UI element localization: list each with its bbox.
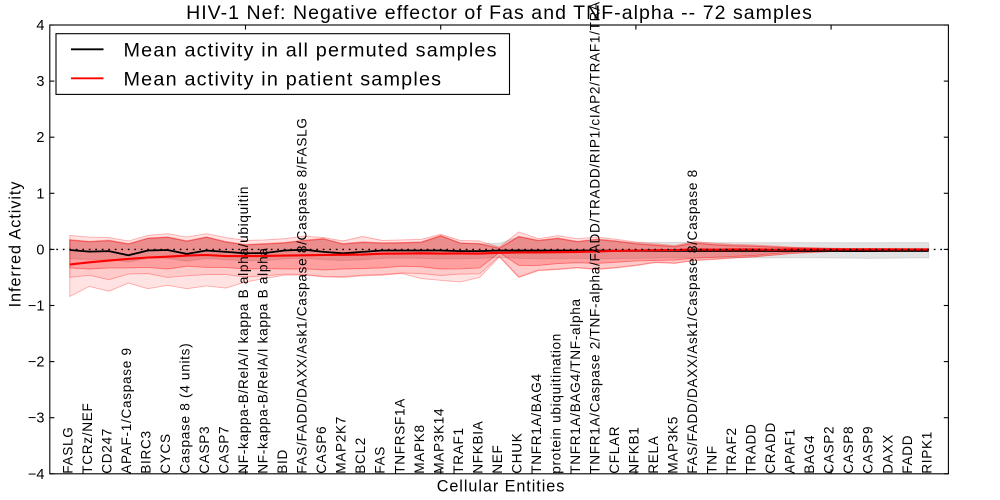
svg-text:CD247: CD247 — [100, 428, 115, 474]
svg-text:TNFR1A/BAG4/TNF-alpha: TNFR1A/BAG4/TNF-alpha — [568, 298, 583, 474]
svg-text:NEF: NEF — [490, 445, 505, 474]
svg-text:4: 4 — [36, 18, 44, 34]
svg-text:DAXX: DAXX — [880, 434, 895, 474]
svg-text:FADD: FADD — [900, 435, 915, 474]
svg-text:BAG4: BAG4 — [802, 435, 817, 474]
svg-text:TNFR1A/Caspase 2/TNF-alpha/FAD: TNFR1A/Caspase 2/TNF-alpha/FADD/TRADD/RI… — [588, 0, 603, 474]
svg-text:TCRz/NEF: TCRz/NEF — [80, 402, 95, 473]
svg-text:CASP6: CASP6 — [314, 426, 329, 474]
svg-text:1: 1 — [36, 186, 44, 202]
svg-text:TNFRSF1A: TNFRSF1A — [392, 398, 407, 474]
svg-text:CASP2: CASP2 — [822, 426, 837, 474]
svg-text:CASP8: CASP8 — [841, 426, 856, 474]
svg-text:FAS: FAS — [373, 446, 388, 474]
svg-text:2: 2 — [36, 130, 44, 146]
svg-text:NFKBIA: NFKBIA — [470, 420, 485, 474]
svg-text:RELA: RELA — [646, 435, 661, 474]
svg-text:−4: −4 — [28, 467, 45, 483]
svg-text:HIV-1 Nef: Negative effector o: HIV-1 Nef: Negative effector of Fas and … — [186, 2, 813, 24]
svg-text:TRAF1: TRAF1 — [451, 427, 466, 474]
svg-text:FAS/FADD/DAXX/Ask1/Caspase 8/C: FAS/FADD/DAXX/Ask1/Caspase 8/Caspase 8 — [685, 169, 700, 474]
svg-text:3: 3 — [36, 74, 44, 90]
svg-text:CASP7: CASP7 — [217, 426, 232, 474]
svg-text:NF-kappa-B/RelA/I kappa B alph: NF-kappa-B/RelA/I kappa B alpha — [256, 247, 271, 473]
svg-text:BCL2: BCL2 — [353, 437, 368, 474]
svg-text:FASLG: FASLG — [60, 426, 75, 473]
svg-text:CFLAR: CFLAR — [607, 426, 622, 474]
svg-text:−3: −3 — [28, 411, 45, 427]
svg-text:APAF-1/Caspase 9: APAF-1/Caspase 9 — [119, 347, 134, 474]
svg-text:protein ubiquitination: protein ubiquitination — [548, 333, 563, 474]
svg-text:TNFR1A/BAG4: TNFR1A/BAG4 — [529, 373, 544, 474]
svg-text:FAS/FADD/DAXX/Ask1/Caspase 8/C: FAS/FADD/DAXX/Ask1/Caspase 8/Caspase 8/F… — [295, 117, 310, 473]
svg-text:CASP3: CASP3 — [197, 426, 212, 474]
svg-text:CHUK: CHUK — [509, 432, 524, 473]
svg-text:MAPK8: MAPK8 — [412, 424, 427, 474]
svg-text:APAF1: APAF1 — [783, 428, 798, 474]
svg-text:RIPK1: RIPK1 — [919, 431, 934, 474]
svg-text:CRADD: CRADD — [763, 422, 778, 474]
svg-text:MAP3K14: MAP3K14 — [431, 408, 446, 474]
svg-text:Mean activity in all permuted: Mean activity in all permuted samples — [124, 39, 498, 61]
svg-text:Mean activity in patient sampl: Mean activity in patient samples — [124, 68, 443, 90]
svg-text:TRADD: TRADD — [744, 423, 759, 473]
svg-text:NFKB1: NFKB1 — [627, 426, 642, 473]
svg-text:−1: −1 — [28, 299, 45, 315]
svg-text:CYCS: CYCS — [158, 433, 173, 474]
svg-text:MAP2K7: MAP2K7 — [334, 416, 349, 474]
svg-text:CASP9: CASP9 — [861, 426, 876, 474]
svg-text:0: 0 — [36, 242, 44, 258]
svg-text:NF-kappa-B/RelA/I kappa B alph: NF-kappa-B/RelA/I kappa B alpha/ubiquiti… — [236, 186, 251, 474]
svg-text:−2: −2 — [28, 355, 45, 371]
svg-text:Inferred Activity: Inferred Activity — [7, 181, 25, 308]
svg-text:MAP3K5: MAP3K5 — [666, 416, 681, 474]
svg-text:BIRC3: BIRC3 — [139, 430, 154, 474]
svg-text:BID: BID — [275, 449, 290, 474]
svg-text:TNF: TNF — [705, 445, 720, 474]
svg-text:Caspase 8 (4 units): Caspase 8 (4 units) — [178, 343, 193, 474]
svg-text:TRAF2: TRAF2 — [724, 427, 739, 474]
svg-text:Cellular Entities: Cellular Entities — [437, 478, 566, 496]
